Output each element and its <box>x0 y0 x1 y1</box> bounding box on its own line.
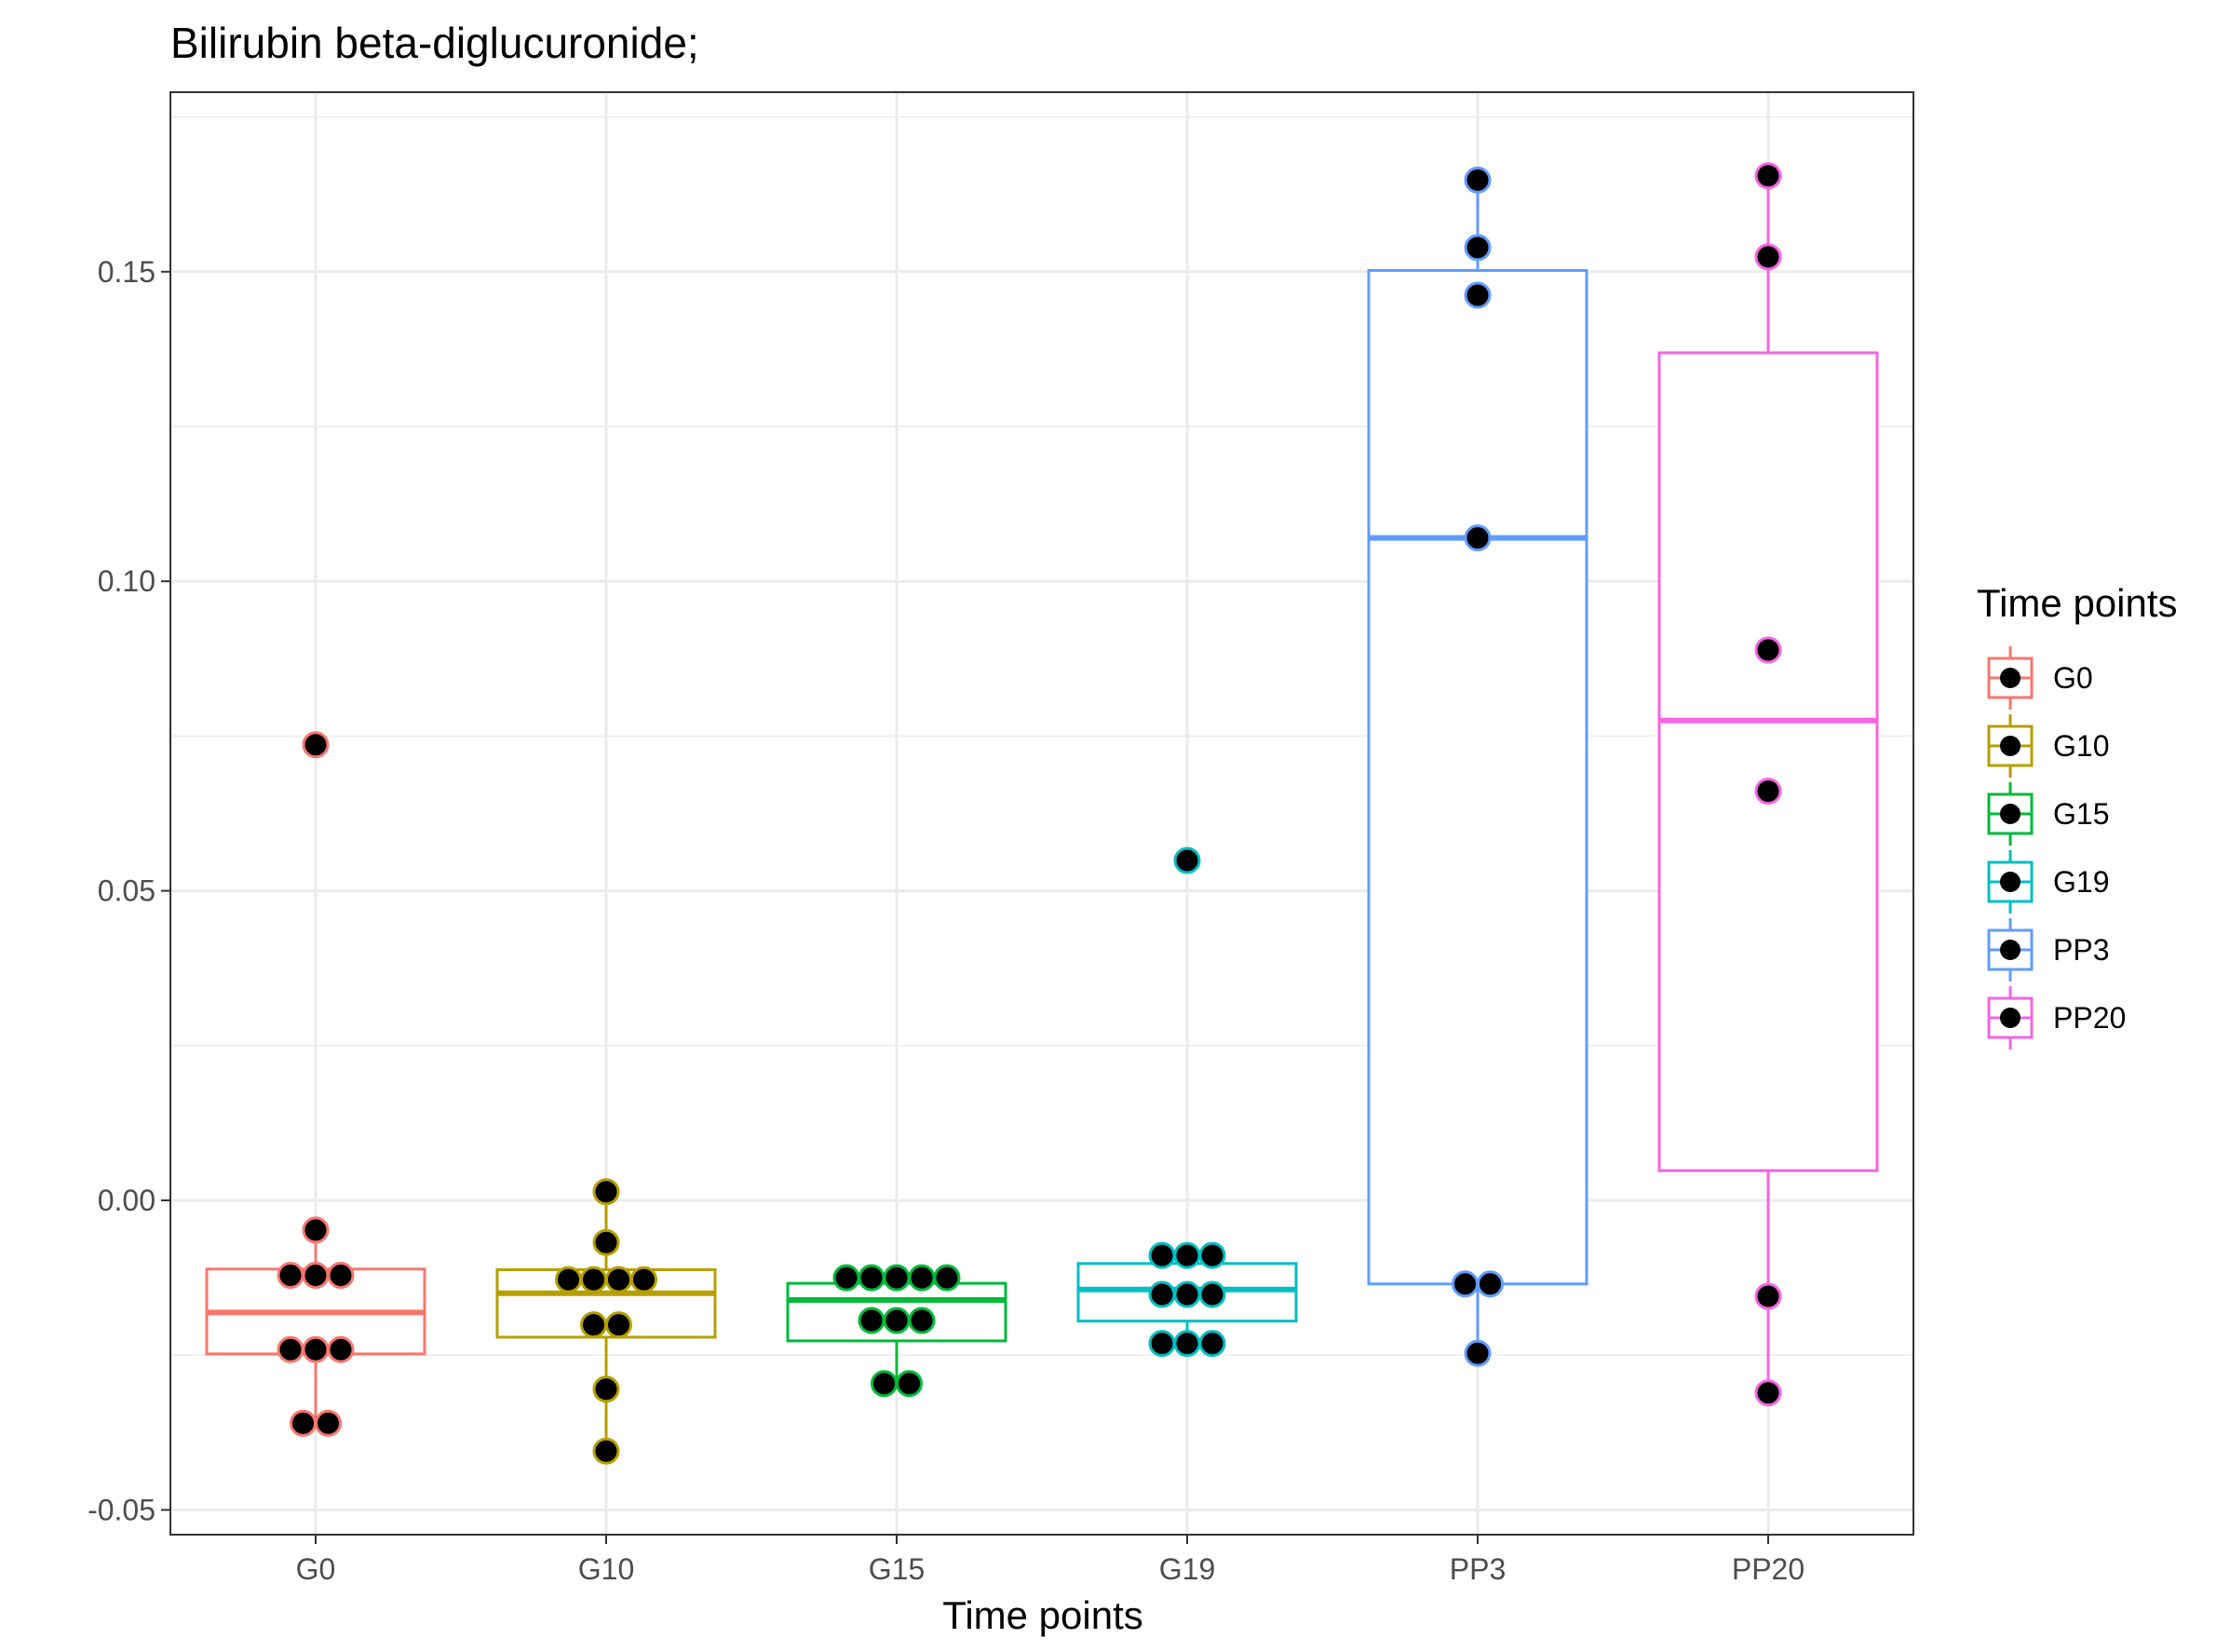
legend-item-G0: G0 <box>1987 646 2093 710</box>
legend-dot <box>2000 668 2021 688</box>
data-point <box>1754 243 1782 271</box>
y-tick-label: 0.05 <box>98 874 155 908</box>
data-point <box>1148 1330 1176 1358</box>
data-point <box>1464 1339 1492 1367</box>
x-tick-label: G15 <box>869 1552 925 1586</box>
x-tick-label: G19 <box>1159 1552 1215 1586</box>
data-point <box>277 1261 304 1289</box>
data-point <box>1173 1330 1201 1358</box>
legend-label: PP3 <box>2053 933 2109 967</box>
data-point <box>1477 1270 1504 1298</box>
x-axis-title: Time points <box>942 1593 1143 1637</box>
data-point <box>605 1311 632 1339</box>
chart-title: Bilirubin beta-diglucuronide; <box>170 19 699 67</box>
data-point <box>1464 281 1492 309</box>
legend-label: G15 <box>2053 797 2109 831</box>
data-point <box>302 1335 330 1363</box>
data-point <box>1198 1241 1226 1269</box>
data-point <box>933 1264 961 1292</box>
legend-item-G15: G15 <box>1987 782 2109 846</box>
data-point <box>908 1264 936 1292</box>
legend-dot <box>2000 872 2021 892</box>
legend-item-G19: G19 <box>1987 850 2109 914</box>
data-point <box>290 1409 317 1437</box>
data-point <box>327 1261 355 1289</box>
data-point <box>1148 1241 1176 1269</box>
data-point <box>858 1264 885 1292</box>
legend-label: G0 <box>2053 661 2093 695</box>
data-point <box>302 1216 330 1244</box>
x-tick-label: PP3 <box>1450 1552 1506 1586</box>
legend-item-PP3: PP3 <box>1987 918 2109 982</box>
data-point <box>592 1375 620 1403</box>
legend-dot <box>2000 804 2021 824</box>
data-point <box>1754 1379 1782 1407</box>
data-point <box>871 1370 898 1398</box>
data-point <box>555 1266 582 1293</box>
data-point <box>1173 846 1201 874</box>
box-rect <box>1657 351 1879 1172</box>
box-PP20 <box>1657 162 1879 1407</box>
data-point <box>858 1307 885 1334</box>
box-rect <box>1367 268 1588 1286</box>
legend-label: G10 <box>2053 729 2109 763</box>
data-point <box>327 1335 355 1363</box>
legend-item-G10: G10 <box>1987 714 2109 778</box>
x-tick-label: G10 <box>578 1552 634 1586</box>
data-point <box>1754 162 1782 190</box>
legend-dot <box>2000 736 2021 756</box>
y-tick-label: 0.10 <box>98 564 155 598</box>
box-G19 <box>1076 846 1298 1358</box>
data-point <box>1148 1280 1176 1308</box>
data-point <box>592 1228 620 1256</box>
legend-title: Time points <box>1977 581 2178 625</box>
data-point <box>1198 1280 1226 1308</box>
data-point <box>908 1307 936 1334</box>
data-point <box>896 1370 923 1398</box>
data-point <box>1464 166 1492 194</box>
data-point <box>315 1409 342 1437</box>
data-point <box>1464 234 1492 262</box>
data-point <box>580 1311 607 1339</box>
data-point <box>630 1266 657 1293</box>
data-point <box>1173 1241 1201 1269</box>
x-tick-label: PP20 <box>1732 1552 1804 1586</box>
data-point <box>1452 1270 1479 1298</box>
data-point <box>1173 1280 1201 1308</box>
box-PP3 <box>1367 166 1588 1367</box>
legend-item-PP20: PP20 <box>1987 986 2126 1049</box>
data-point <box>1464 524 1492 552</box>
data-point <box>1198 1330 1226 1358</box>
plot-area: -0.05 0.00 0.05 0.10 0.15 G0 G10 G15 G19 PP3 PP20 <box>88 91 1914 1586</box>
data-point <box>302 731 330 759</box>
data-point <box>605 1266 632 1293</box>
legend-dot <box>2000 940 2021 960</box>
data-point <box>883 1264 911 1292</box>
data-point <box>1754 636 1782 664</box>
y-tick-label: 0.15 <box>98 255 155 289</box>
data-point <box>302 1261 330 1289</box>
y-tick-label: 0.00 <box>98 1184 155 1217</box>
data-point <box>1754 778 1782 806</box>
legend: Time points G0 G10 G15 G19 PP3 PP20 <box>1977 581 2178 1049</box>
data-point <box>1754 1282 1782 1310</box>
legend-dot <box>2000 1008 2021 1028</box>
data-point <box>277 1335 304 1363</box>
box-G10 <box>495 1178 717 1465</box>
box-G0 <box>205 731 426 1437</box>
data-point <box>883 1307 911 1334</box>
data-point <box>580 1266 607 1293</box>
box-G15 <box>786 1264 1007 1398</box>
data-point <box>832 1264 860 1292</box>
data-point <box>592 1437 620 1465</box>
data-point <box>592 1178 620 1206</box>
panel-border <box>169 91 1914 1536</box>
legend-label: PP20 <box>2053 1001 2126 1035</box>
y-tick-label: -0.05 <box>88 1493 155 1526</box>
legend-label: G19 <box>2053 865 2109 899</box>
x-tick-label: G0 <box>296 1552 336 1586</box>
